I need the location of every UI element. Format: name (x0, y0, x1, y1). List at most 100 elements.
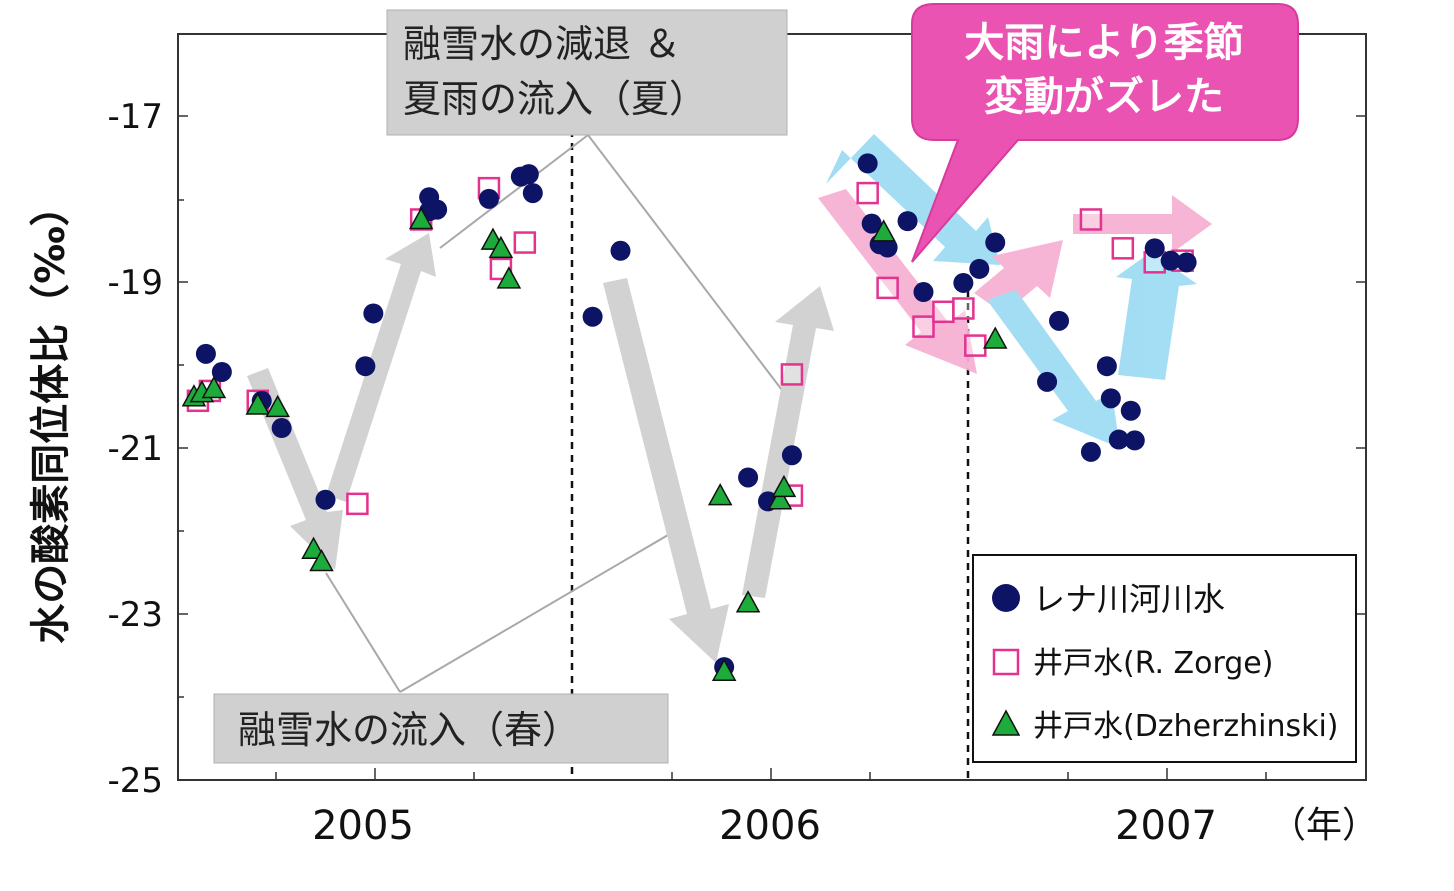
river-water-point (315, 489, 336, 510)
river-water-point (271, 418, 292, 439)
annotation-spring-text: 融雪水の流入（春） (238, 708, 580, 752)
river-water-point (478, 188, 499, 209)
legend-marker-circle (992, 584, 1020, 612)
pink-arrow-3 (1073, 195, 1212, 253)
x-tick-marks (275, 768, 1267, 780)
annotation-spring: 融雪水の流入（春） (213, 693, 669, 764)
river-water-point (522, 183, 543, 204)
gray-arrow-up-2005 (326, 233, 436, 502)
river-water-point (582, 306, 603, 327)
annotation-heavy-rain: 大雨により季節 変動がズレた (911, 3, 1299, 263)
well-zorge-point (1111, 237, 1135, 260)
river-water-point (985, 232, 1006, 253)
legend-label-river: レナ川河川水 (1033, 580, 1225, 618)
river-water-point (1124, 430, 1145, 451)
river-water-point (738, 467, 759, 488)
annotation-summer-line2: 夏雨の流入（夏） (403, 77, 707, 121)
y-tick-labels: -17 -19 -21 -23 -25 (107, 97, 163, 801)
well-dzherzhinski-point (265, 394, 290, 418)
river-water-point (781, 445, 802, 466)
well-zorge-point (346, 492, 369, 516)
annotation-summer-box (386, 9, 788, 136)
well-zorge-point (912, 315, 935, 338)
river-water-point (363, 303, 384, 324)
river-water-point (518, 164, 539, 185)
river-water-point (877, 237, 898, 258)
river-water-point (913, 282, 934, 303)
well-dzherzhinski-point (245, 392, 270, 415)
y-tick-label: -21 (107, 429, 163, 469)
river-water-point (857, 153, 878, 174)
well-dzherzhinski-point (301, 536, 326, 559)
river-water-point (969, 258, 990, 279)
well-dzherzhinski-point (201, 375, 227, 399)
y-tick-label: -23 (107, 595, 163, 635)
legend-marker-triangle (991, 709, 1021, 736)
well-zorge-point (856, 181, 879, 205)
well-dzherzhinski-point (496, 266, 522, 289)
gray-arrow-up-2006 (742, 286, 834, 598)
well-zorge-point (964, 334, 987, 357)
legend-marker-square (992, 648, 1020, 676)
well-zorge-point (1079, 208, 1103, 231)
annotation-summer: 融雪水の減退 ＆ 夏雨の流入（夏） (386, 9, 788, 136)
river-water-point (355, 356, 376, 377)
well-zorge-point (513, 231, 537, 254)
gray-arrow-down-2004 (247, 368, 343, 570)
well-zorge-point (932, 300, 955, 324)
annotation-summer-line1: 融雪水の減退 ＆ (403, 22, 681, 66)
well-dzherzhinski-point (735, 590, 761, 613)
river-water-point (1144, 238, 1165, 259)
y-axis-label: 水の酸素同位体比（‰） (28, 186, 74, 644)
y-tick-marks (178, 115, 1366, 698)
river-water-point (1096, 356, 1117, 377)
series-triangle (181, 206, 1008, 681)
x-unit-label: （年） (1270, 805, 1378, 846)
legend-label-well-zorge: 井戸水(R. Zorge) (1033, 646, 1273, 681)
well-dzherzhinski-point (871, 219, 896, 242)
annotation-connector-lines (325, 134, 789, 693)
y-tick-label: -19 (107, 263, 163, 303)
gray-trend-arrows (247, 233, 834, 663)
pink-arrow-2 (974, 240, 1063, 314)
legend: レナ川河川水 井戸水(R. Zorge) 井戸水(Dzherzhinski) (972, 554, 1357, 763)
well-zorge-point (780, 363, 804, 386)
river-water-point (195, 343, 216, 364)
x-tick-label: 2006 (719, 803, 821, 849)
x-tick-label: 2007 (1115, 803, 1217, 849)
river-water-point (427, 199, 448, 220)
river-water-point (953, 272, 974, 293)
well-dzherzhinski-point (309, 549, 334, 572)
river-water-point (1037, 371, 1058, 392)
well-dzherzhinski-point (707, 483, 733, 506)
x-tick-label: 2005 (312, 803, 414, 849)
river-water-point (1100, 388, 1121, 409)
well-dzherzhinski-point (408, 206, 434, 230)
river-water-point (1120, 400, 1141, 421)
river-water-point (1160, 250, 1181, 271)
series-circle (195, 153, 1197, 678)
river-water-point (1049, 310, 1070, 331)
river-water-point (897, 211, 918, 232)
y-tick-label: -25 (107, 761, 163, 801)
blue-arrow-2 (987, 290, 1120, 448)
legend-label-well-dzherzhinski: 井戸水(Dzherzhinski) (1033, 709, 1339, 744)
blue-arrow-3 (1116, 252, 1197, 380)
river-water-point (1080, 441, 1101, 462)
well-dzherzhinski-point (771, 474, 797, 498)
well-zorge-point (952, 297, 975, 320)
y-tick-label: -17 (107, 97, 163, 137)
callout-bubble (911, 3, 1299, 263)
data-series-layer (181, 153, 1197, 681)
legend-box (972, 554, 1357, 763)
well-zorge-point (876, 276, 899, 300)
river-water-point (1176, 252, 1197, 273)
well-dzherzhinski-point (767, 487, 793, 510)
river-water-point (610, 240, 631, 261)
well-dzherzhinski-point (711, 658, 737, 681)
river-water-point (861, 213, 882, 234)
river-water-point (1108, 429, 1129, 450)
well-dzherzhinski-point (488, 235, 514, 259)
